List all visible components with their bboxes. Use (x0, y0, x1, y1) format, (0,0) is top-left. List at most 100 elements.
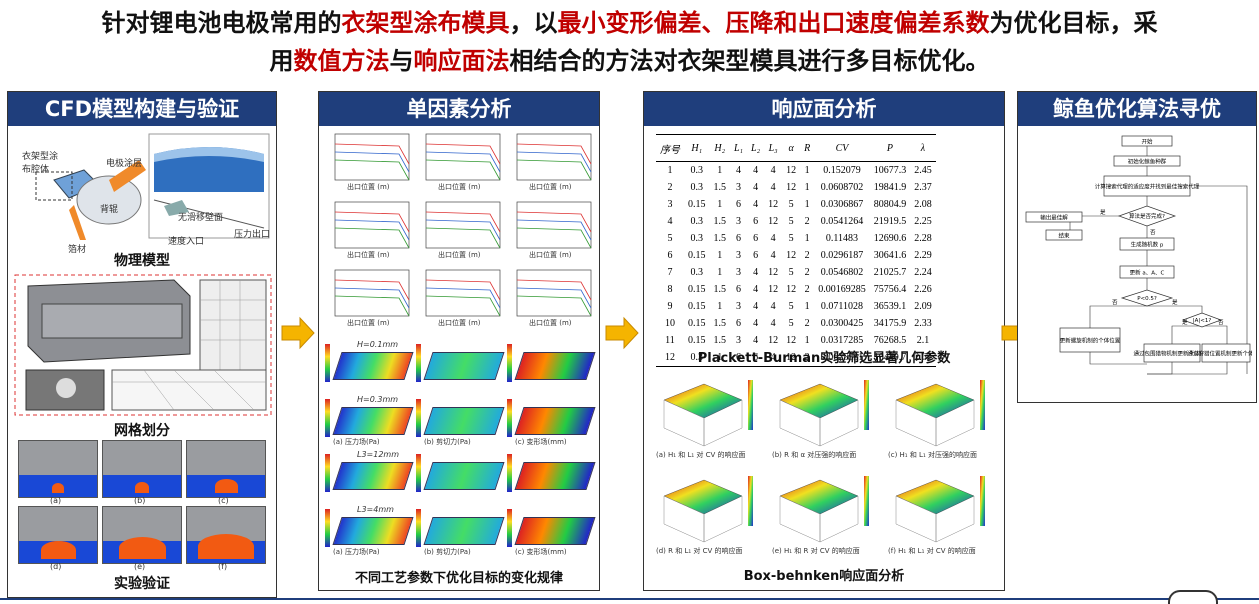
table-header-cell: CV (814, 134, 870, 162)
experiment-photo-label: (b) (134, 496, 146, 505)
label-foil: 箔材 (68, 245, 87, 255)
table-cell: 5 (788, 233, 794, 244)
experiment-photo-label: (f) (218, 562, 228, 571)
svg-text:更新 a、A、C: 更新 a、A、C (1130, 269, 1165, 277)
table-cell: 76268.5 (873, 335, 907, 346)
table-cell: 2.28 (914, 233, 932, 244)
table-cell: 1.5 (713, 182, 727, 193)
experiment-photo (102, 506, 182, 564)
table-cell: 2 (804, 267, 810, 278)
table-cell: 4 (753, 318, 759, 329)
table-cell: 0.3 (690, 216, 704, 227)
table-cell: 2 (804, 216, 810, 227)
contour-row-label: H=0.3mm (357, 395, 399, 404)
table-cell: 4 (770, 233, 776, 244)
contour-row-label: H=0.1mm (357, 340, 399, 349)
table-cell: 0.0541264 (820, 216, 864, 227)
table-cell: 0.00169285 (818, 284, 866, 295)
contour-plot (423, 407, 505, 435)
table-cell: 0.0546802 (820, 267, 864, 278)
flowchart-connector (1147, 305, 1203, 316)
flowchart-connector (1147, 362, 1228, 375)
table-cell: 1.5 (713, 216, 727, 227)
table-row: 1 0.3 1 4 4 4 12 1 0.152079 10677.3 2.45 (656, 162, 936, 180)
table-row: 2 0.3 1.5 3 4 4 12 1 0.0608702 19841.9 2.37 (656, 179, 936, 196)
table-header-cell: R (800, 134, 815, 162)
line-plot-xlabel: 出口位置 (m) (438, 319, 481, 327)
svg-text:|A|<1?: |A|<1? (1193, 318, 1212, 324)
table-cell: 6 (736, 318, 742, 329)
table-cell: 6 (753, 250, 759, 261)
title-line-2: 用数值方法与响应面法相结合的方法对衣架型模具进行多目标优化。 (0, 42, 1259, 80)
table-cell: 5 (667, 233, 673, 244)
title-text: 与 (389, 47, 414, 75)
table-cell: 12 (786, 284, 797, 295)
line-plot (516, 269, 592, 317)
contour-plot (332, 352, 414, 380)
table-cell: 4 (753, 199, 759, 210)
contour-plot (332, 407, 414, 435)
table-header-cell: H₂ (709, 134, 730, 162)
caption-box-behnken: Box-behnken响应面分析 (743, 569, 905, 584)
table-cell: 36539.1 (873, 301, 907, 312)
table-cell: 1 (717, 267, 723, 278)
table-cell: 2 (800, 349, 815, 367)
contour-col-label: (b) 剪切力(Pa) (424, 548, 471, 556)
title-highlight: 数值方法 (293, 47, 390, 75)
colorbar (325, 454, 330, 492)
flowchart-node: 计算搜索代理的适应度并找到最佳搜索代理 (1095, 175, 1200, 197)
table-row: 4 0.3 1.5 3 6 12 5 2 0.0541264 21919.5 2.25 (656, 213, 936, 230)
table-cell: 0.3 (690, 182, 704, 193)
label-wall: 无滑移壁面 (178, 213, 224, 223)
label-roller: 背辊 (100, 205, 119, 215)
contour-col-label: (a) 压力场(Pa) (333, 548, 380, 556)
table-cell: 12 (768, 284, 779, 295)
title-text: ，以 (509, 9, 558, 37)
flowchart-decision: P<0.5? (1120, 289, 1174, 307)
contour-row-label: L3=12mm (357, 450, 400, 459)
table-cell: 1 (667, 165, 673, 176)
response-surface-caption: (d) R 和 L₁ 对 CV 的响应面 (656, 547, 743, 555)
table-cell: 1 (804, 233, 810, 244)
table-cell: 4 (753, 301, 759, 312)
table-row: 5 0.3 1.5 6 6 4 5 1 0.11483 12690.6 2.28 (656, 230, 936, 247)
table-cell: 10 (665, 318, 675, 329)
table-cell: 1.5 (713, 284, 727, 295)
line-plot (334, 201, 410, 249)
flowchart-branch-label: 否 (1150, 229, 1156, 236)
contour-col-label: (c) 变形场(mm) (515, 548, 567, 556)
label-inlet: 速度入口 (168, 237, 205, 247)
table-row: 11 0.15 1.5 3 4 12 12 1 0.0317285 76268.5 2.1 (656, 332, 936, 349)
table-cell: 1.5 (713, 335, 727, 346)
response-surfaces: (a) H₁ 和 L₁ 对 CV 的响应面 (b) R 和 α 对压强的响应面 … (650, 370, 998, 562)
table-cell: 0.15 (688, 301, 706, 312)
table-cell: 0.0608702 (820, 182, 864, 193)
contour-plot (514, 517, 596, 545)
svg-text:初始化鲸鱼种群: 初始化鲸鱼种群 (1128, 158, 1167, 166)
experiment-photo (186, 506, 266, 564)
flowchart-node: 开始 (1121, 135, 1173, 147)
table-cell: 4 (736, 165, 742, 176)
line-plot-xlabel: 出口位置 (m) (529, 251, 572, 259)
table-cell: 21025.7 (873, 267, 907, 278)
table-cell: 0.3 (690, 267, 704, 278)
table-cell: 4 (753, 182, 759, 193)
table-cell: 11 (665, 335, 675, 346)
experiment-photo (186, 440, 266, 498)
line-plot (425, 133, 501, 181)
svg-text:更新螺旋机制的个体位置: 更新螺旋机制的个体位置 (1060, 337, 1121, 345)
table-cell: 2.24 (914, 267, 932, 278)
table-cell: 5 (788, 267, 794, 278)
response-surface-caption: (c) H₁ 和 L₁ 对压强的响应面 (888, 451, 977, 459)
table-cell: 6 (730, 349, 748, 367)
table-cell: 6 (667, 250, 673, 261)
caption-single-factor: 不同工艺参数下优化目标的变化规律 (354, 571, 563, 586)
flowchart-connector (1171, 325, 1202, 344)
table-cell: 12 (786, 182, 797, 193)
colorbar (325, 399, 330, 437)
flowchart-node: 更新 a、A、C (1119, 265, 1175, 279)
caption-physical-model: 物理模型 (114, 253, 170, 269)
table-cell: 12 (768, 199, 779, 210)
table-cell: 34175.9 (873, 318, 907, 329)
